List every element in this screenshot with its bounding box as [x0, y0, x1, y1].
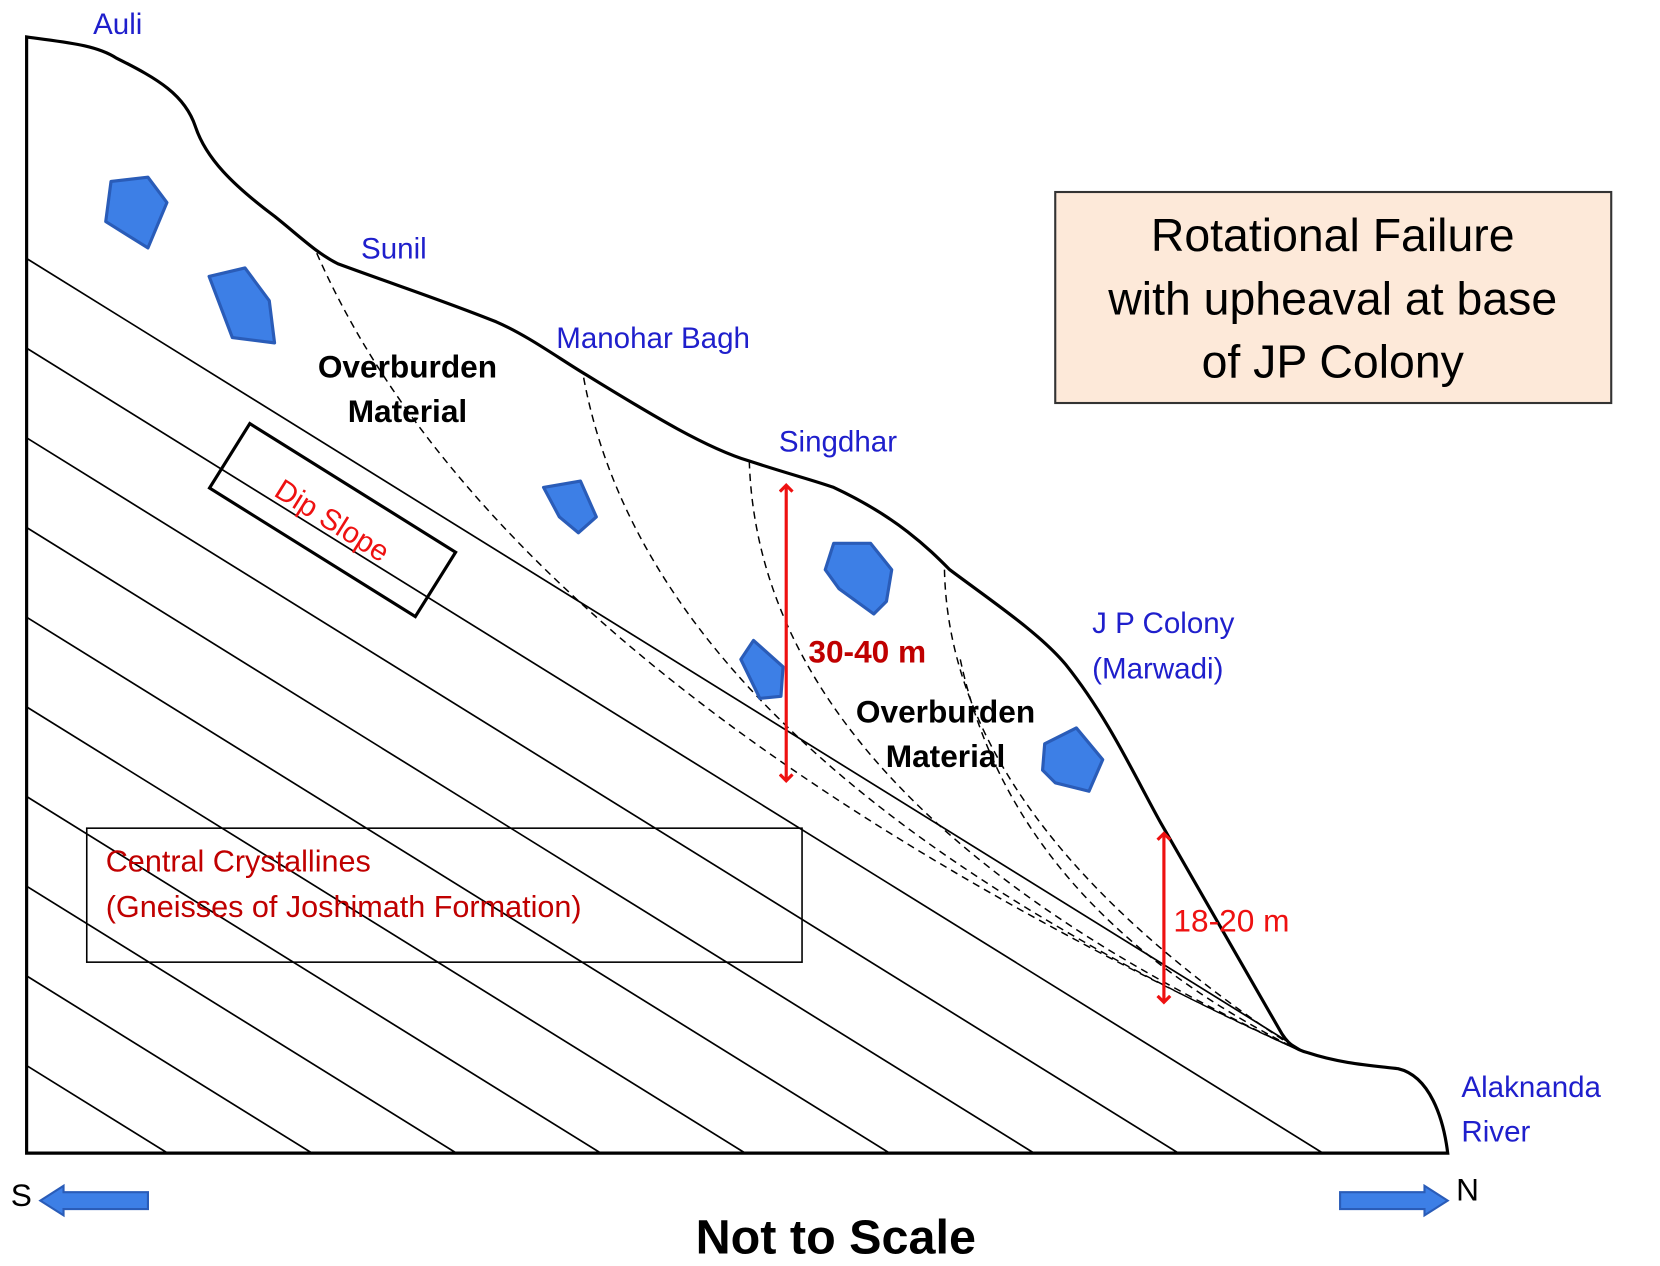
boulder [544, 481, 597, 533]
hatch-line [27, 528, 1034, 1154]
place-label: Auli [93, 8, 142, 41]
place-label: (Marwadi) [1092, 652, 1223, 685]
slip-surface [944, 570, 1297, 1050]
formation-label: (Gneisses of Joshimath Formation) [106, 890, 582, 924]
direction-arrow [1340, 1186, 1448, 1216]
title-line: Rotational Failure [1151, 209, 1515, 261]
material-label: Overburden [856, 694, 1035, 730]
hatch-line [27, 707, 746, 1153]
title-line: with upheaval at base [1107, 272, 1557, 324]
hatch-line [27, 1066, 168, 1154]
measurement-label: 30-40 m [808, 634, 926, 670]
boulder [209, 268, 274, 343]
dip-slope-label: Dip Slope [269, 473, 395, 569]
direction-label: N [1456, 1172, 1479, 1208]
formation-label: Central Crystallines [106, 844, 371, 878]
title-line: of JP Colony [1202, 336, 1465, 388]
boulder [741, 640, 783, 698]
place-label: River [1461, 1116, 1530, 1149]
measurement-label: 18-20 m [1173, 903, 1289, 939]
boulder [106, 177, 167, 248]
boulder [825, 543, 891, 614]
direction-arrow [40, 1186, 148, 1216]
place-label: Manohar Bagh [556, 322, 750, 355]
direction-label: S [11, 1177, 32, 1213]
place-label: Sunil [361, 232, 427, 265]
dip-slope-box: Dip Slope [210, 424, 456, 617]
footer-note: Not to Scale [696, 1210, 976, 1264]
hatch-line [27, 886, 457, 1153]
material-label: Overburden [318, 349, 497, 385]
material-label: Material [348, 393, 468, 429]
cross-section-diagram: Auli Sunil Manohar Bagh Singdhar J P Col… [0, 0, 1660, 1266]
boulder [1043, 728, 1103, 791]
hatch-line [27, 976, 312, 1153]
material-label: Material [886, 738, 1006, 774]
place-label: Singdhar [779, 426, 897, 459]
hatch-line [27, 438, 1179, 1153]
place-label: J P Colony [1092, 607, 1234, 640]
place-label: Alaknanda [1461, 1071, 1601, 1104]
